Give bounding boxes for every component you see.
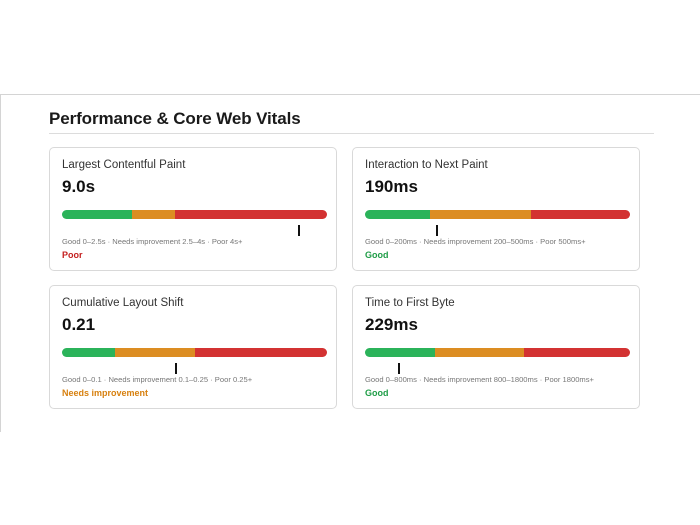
metric-label: Interaction to Next Paint (365, 159, 488, 171)
metric-label: Cumulative Layout Shift (62, 297, 184, 309)
threshold-legend: Good 0–2.5s · Needs improvement 2.5–4s ·… (62, 237, 243, 246)
metric-value: 0.21 (62, 315, 96, 334)
bar-segment-poor (174, 210, 327, 219)
left-divider (0, 94, 1, 432)
status-badge: Good (365, 388, 389, 398)
bar-segment-poor (194, 348, 327, 357)
status-badge: Poor (62, 250, 83, 260)
bar-segment-needs-improvement (429, 210, 531, 219)
threshold-legend: Good 0–0.1 · Needs improvement 0.1–0.25 … (62, 375, 253, 384)
title-divider (49, 133, 654, 134)
bar-segment-needs-improvement (115, 348, 195, 357)
metric-label: Time to First Byte (365, 297, 455, 309)
top-divider (0, 94, 700, 95)
metric-card-inp: Interaction to Next Paint 190ms Good 0–2… (352, 147, 640, 271)
threshold-legend: Good 0–800ms · Needs improvement 800–180… (365, 375, 594, 384)
bar-segment-needs-improvement (132, 210, 175, 219)
status-badge: Good (365, 250, 389, 260)
value-marker (435, 225, 438, 236)
metric-card-ttfb: Time to First Byte 229ms Good 0–800ms · … (352, 285, 640, 409)
value-marker (174, 363, 177, 374)
threshold-legend: Good 0–200ms · Needs improvement 200–500… (365, 237, 586, 246)
threshold-bar (365, 348, 630, 357)
value-marker (298, 225, 301, 236)
metric-card-cls: Cumulative Layout Shift 0.21 Good 0–0.1 … (49, 285, 337, 409)
bar-segment-good (62, 210, 133, 219)
threshold-bar (365, 210, 630, 219)
bar-segment-good (365, 210, 430, 219)
bar-segment-good (62, 348, 115, 357)
metric-card-lcp: Largest Contentful Paint 9.0s Good 0–2.5… (49, 147, 337, 271)
value-marker (398, 363, 401, 374)
metric-label: Largest Contentful Paint (62, 159, 186, 171)
threshold-bar (62, 210, 327, 219)
threshold-bar (62, 348, 327, 357)
section-title: Performance & Core Web Vitals (49, 109, 301, 128)
bar-segment-poor (530, 210, 630, 219)
bar-segment-needs-improvement (435, 348, 524, 357)
bar-segment-poor (523, 348, 630, 357)
metric-value: 229ms (365, 315, 418, 334)
status-badge: Needs improvement (62, 388, 149, 398)
metric-value: 190ms (365, 177, 418, 196)
bar-segment-good (365, 348, 436, 357)
metric-value: 9.0s (62, 177, 96, 196)
